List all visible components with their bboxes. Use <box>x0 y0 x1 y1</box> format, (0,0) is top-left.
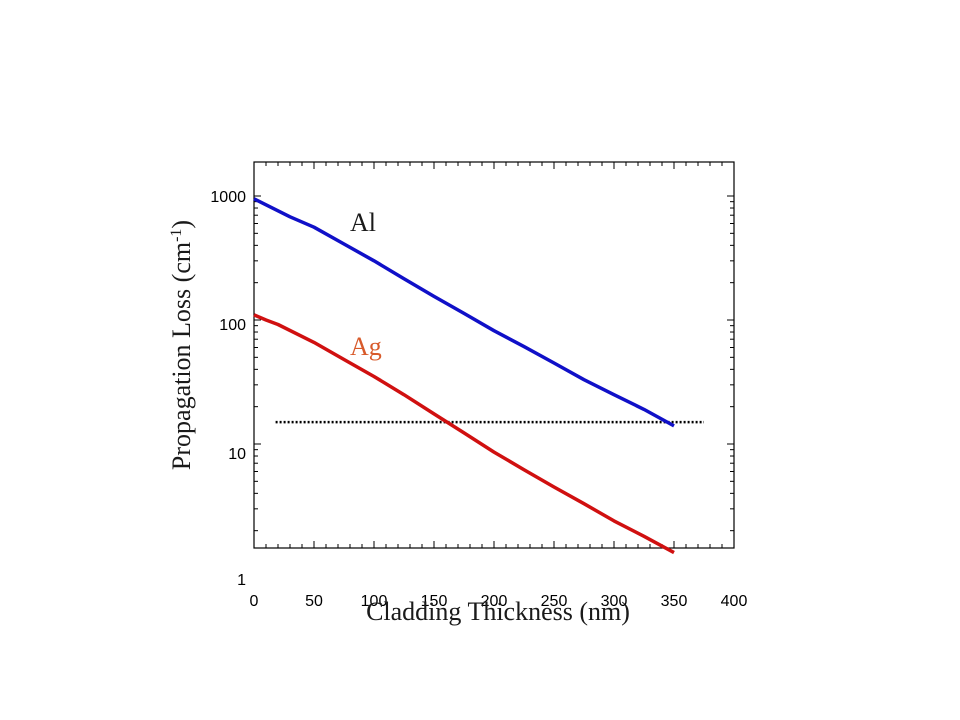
y-tick-label: 100 <box>219 317 246 334</box>
y-tick-label: 1000 <box>210 189 246 206</box>
x-tick-label: 150 <box>421 593 448 610</box>
plot-frame <box>253 161 735 549</box>
series-line-al <box>253 197 675 428</box>
y-axis-title: Propagation Loss (cm-1) <box>167 220 196 470</box>
x-tick-label: 400 <box>721 593 748 610</box>
labels-group: 0 50 100 150 200 250 300 350 400 1 10 100 1000 <box>210 189 747 610</box>
axes <box>253 161 735 549</box>
x-tick-label: 300 <box>601 593 628 610</box>
y-axis-title-close: ) <box>167 220 196 229</box>
series-label-ag: Ag <box>350 332 382 361</box>
x-axis-title: Cladding Thickness (nm) <box>366 597 630 626</box>
y-tick-label: 1 <box>237 572 246 589</box>
x-tick-label: 350 <box>661 593 688 610</box>
series-line-ag <box>253 313 675 555</box>
y-axis-title-main: Propagation Loss (cm <box>167 242 196 470</box>
x-tick-label: 250 <box>541 593 568 610</box>
y-tick-label: 10 <box>228 446 246 463</box>
y-axis-title-superscript: -1 <box>168 229 185 242</box>
x-tick-label: 50 <box>305 593 323 610</box>
series-group <box>253 197 675 555</box>
series-label-al: Al <box>350 208 376 237</box>
x-tick-label: 100 <box>361 593 388 610</box>
x-tick-label: 0 <box>250 593 259 610</box>
x-tick-label: 200 <box>481 593 508 610</box>
